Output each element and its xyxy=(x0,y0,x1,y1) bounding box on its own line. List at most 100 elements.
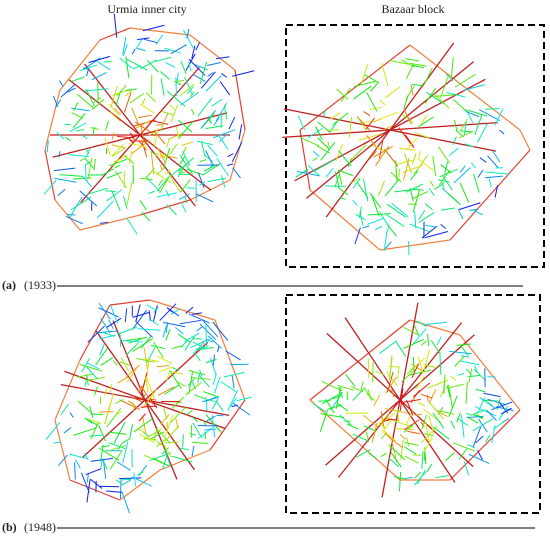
street xyxy=(219,81,231,96)
street xyxy=(65,136,71,142)
street xyxy=(384,178,400,197)
street xyxy=(411,328,427,346)
street xyxy=(475,435,484,444)
street xyxy=(103,60,113,63)
street xyxy=(108,431,127,435)
street xyxy=(468,109,488,117)
street xyxy=(93,158,96,171)
street xyxy=(450,57,454,78)
street xyxy=(432,155,437,177)
street xyxy=(92,97,101,104)
street xyxy=(68,154,89,158)
street xyxy=(317,121,331,133)
street xyxy=(125,342,139,356)
street xyxy=(141,141,148,158)
street xyxy=(184,334,196,351)
street xyxy=(320,142,336,161)
street xyxy=(122,43,128,57)
street xyxy=(140,124,145,143)
street xyxy=(227,389,239,411)
street xyxy=(366,393,375,401)
street xyxy=(86,366,98,380)
street xyxy=(149,299,216,321)
street xyxy=(197,97,213,117)
street xyxy=(164,154,178,159)
street xyxy=(475,388,486,393)
street xyxy=(203,391,217,397)
street xyxy=(126,182,133,206)
street xyxy=(409,319,461,336)
street xyxy=(163,444,172,457)
street xyxy=(459,334,521,411)
street xyxy=(171,396,185,409)
street xyxy=(159,122,165,132)
street xyxy=(211,398,219,410)
street xyxy=(406,437,410,447)
street xyxy=(420,114,428,125)
street xyxy=(100,317,111,334)
panel-year: (1933) xyxy=(24,278,56,292)
street xyxy=(320,413,345,418)
street xyxy=(391,389,395,398)
street xyxy=(427,334,430,347)
street xyxy=(169,104,176,111)
street xyxy=(149,431,165,440)
street xyxy=(122,340,144,343)
panel-label: (a) xyxy=(2,278,16,292)
street xyxy=(157,176,170,192)
street xyxy=(295,169,309,178)
street xyxy=(469,208,479,211)
street xyxy=(366,135,377,147)
street xyxy=(199,61,208,85)
street xyxy=(168,173,181,193)
street xyxy=(403,419,420,431)
street xyxy=(84,164,87,179)
street xyxy=(109,111,121,122)
street xyxy=(388,358,393,381)
street xyxy=(76,373,94,378)
street xyxy=(203,164,216,172)
street xyxy=(99,221,109,224)
street xyxy=(119,57,133,69)
street xyxy=(352,178,361,189)
street xyxy=(339,196,346,200)
street xyxy=(371,195,380,217)
street xyxy=(423,349,430,371)
street xyxy=(389,59,409,65)
street xyxy=(423,447,426,461)
street xyxy=(370,81,379,92)
street xyxy=(390,452,402,468)
street xyxy=(196,326,203,332)
street xyxy=(79,304,111,361)
street xyxy=(207,117,213,124)
street xyxy=(91,413,104,416)
street xyxy=(398,127,414,147)
street xyxy=(86,473,89,483)
street xyxy=(207,335,222,349)
street xyxy=(117,443,122,450)
street xyxy=(202,396,219,403)
street xyxy=(439,391,444,398)
street xyxy=(492,150,501,163)
street xyxy=(180,202,187,213)
street xyxy=(140,335,152,349)
street xyxy=(442,175,453,191)
street xyxy=(404,442,419,446)
street xyxy=(322,391,344,405)
street xyxy=(136,358,155,363)
street xyxy=(120,478,132,481)
street xyxy=(363,111,371,117)
street xyxy=(175,418,179,430)
street xyxy=(467,444,476,448)
street xyxy=(127,136,134,144)
street xyxy=(433,93,450,109)
street xyxy=(444,161,449,174)
street xyxy=(380,433,387,440)
street xyxy=(107,393,114,415)
street xyxy=(184,332,200,342)
street xyxy=(69,412,74,418)
street xyxy=(439,352,442,375)
street xyxy=(425,224,437,228)
street xyxy=(366,92,378,112)
